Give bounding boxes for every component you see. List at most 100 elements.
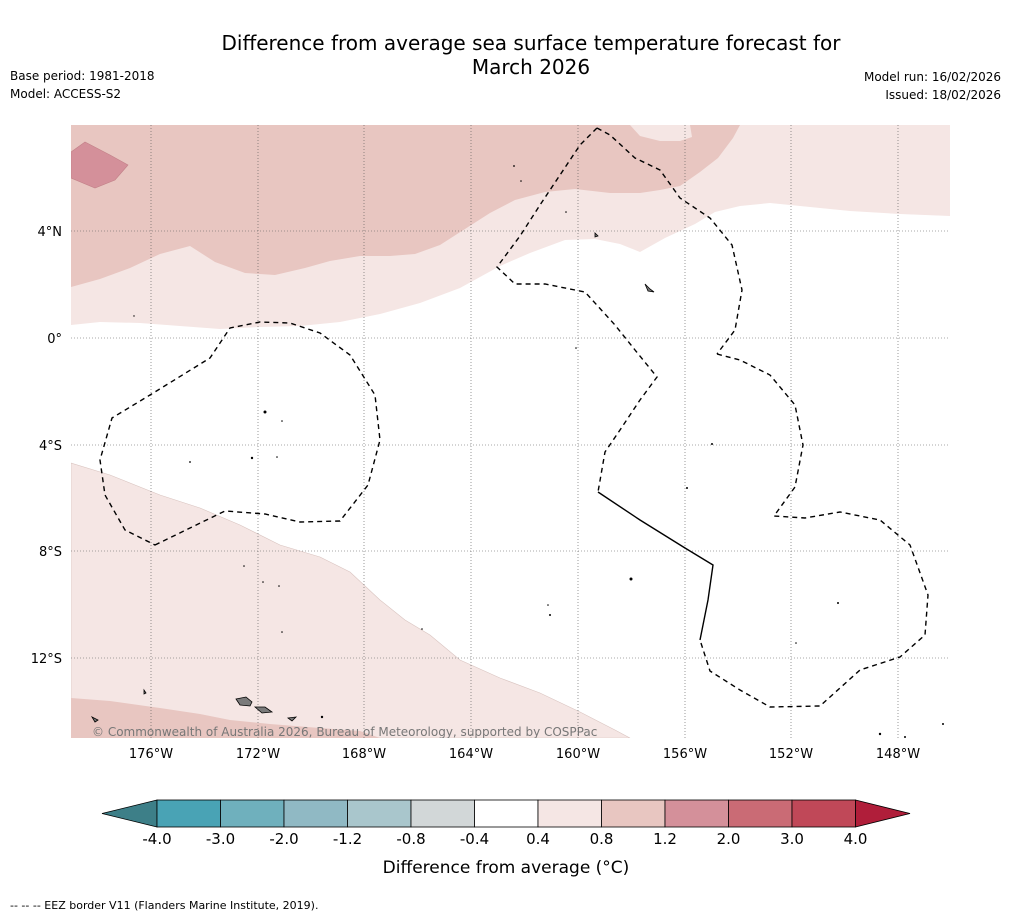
colorbar-extend-low bbox=[101, 799, 158, 828]
colorbar-swatch bbox=[728, 799, 793, 828]
colorbar-tick-label: -1.2 bbox=[333, 830, 362, 848]
colorbar-tick-label: 0.4 bbox=[526, 830, 550, 848]
lon-label: 148°W bbox=[876, 747, 920, 762]
lat-label: 0° bbox=[47, 332, 62, 347]
map-title: Difference from average sea surface temp… bbox=[0, 31, 1011, 79]
lon-label: 152°W bbox=[769, 747, 813, 762]
island-small-1 bbox=[286, 716, 298, 722]
island-atoll-1 bbox=[594, 232, 599, 238]
islet-17 bbox=[262, 581, 264, 583]
colorbar: -4.0 -3.0 -2.0 -1.2 -0.8 -0.4 0.4 0.8 1.2 2.0 3.0 4… bbox=[101, 799, 911, 878]
island-savaii bbox=[235, 696, 253, 707]
colorbar-swatch bbox=[537, 799, 602, 828]
anomaly-region-1-2-to-2-0 bbox=[71, 141, 129, 189]
colorbar-tick-label: 1.2 bbox=[653, 830, 677, 848]
colorbar-tick-label: -4.0 bbox=[142, 830, 171, 848]
islet-4 bbox=[276, 456, 278, 458]
lon-label: 160°W bbox=[556, 747, 600, 762]
islet-19 bbox=[281, 631, 283, 633]
eez-border-kiribati-line bbox=[496, 127, 658, 493]
colorbar-tick-label: 4.0 bbox=[844, 830, 868, 848]
lat-label: 4°S bbox=[39, 439, 62, 454]
lon-label: 168°W bbox=[342, 747, 386, 762]
islet-2 bbox=[281, 420, 283, 422]
colorbar-swatch bbox=[347, 799, 412, 828]
colorbar-tick-label: 0.8 bbox=[590, 830, 614, 848]
colorbar-extend-high bbox=[855, 799, 911, 828]
colorbar-swatch bbox=[156, 799, 221, 828]
colorbar-tick-label: -0.4 bbox=[460, 830, 489, 848]
anomaly-region-neutral-notch bbox=[630, 125, 692, 141]
islands bbox=[90, 232, 655, 723]
colorbar-swatch bbox=[220, 799, 285, 828]
islet-15 bbox=[421, 628, 423, 630]
islet-25 bbox=[942, 723, 944, 725]
islet-16 bbox=[243, 565, 245, 567]
islet-14 bbox=[549, 614, 551, 616]
islet-12 bbox=[629, 577, 633, 581]
islet-20 bbox=[320, 715, 324, 719]
lat-label: 8°S bbox=[39, 545, 62, 560]
islet-9 bbox=[575, 347, 577, 349]
anomaly-region-0-8-to-1-2-north bbox=[71, 125, 740, 287]
eez-border-solid-segment bbox=[597, 491, 714, 641]
islet-21 bbox=[837, 602, 839, 604]
lat-label: 4°N bbox=[38, 225, 63, 240]
colorbar-tick-label: 3.0 bbox=[780, 830, 804, 848]
colorbar-swatch bbox=[410, 799, 475, 828]
colorbar-swatch bbox=[664, 799, 729, 828]
islet-11 bbox=[686, 487, 688, 489]
eez-footnote: -- -- -- EEZ border V11 (Flanders Marine… bbox=[10, 899, 319, 912]
lon-label: 176°W bbox=[129, 747, 173, 762]
eez-borders bbox=[99, 127, 929, 708]
lon-label: 164°W bbox=[449, 747, 493, 762]
anomaly-region-0-4-to-0-8-south bbox=[71, 462, 631, 738]
map-gridlines bbox=[71, 125, 950, 738]
eez-border-kiribati-phoenix bbox=[99, 321, 381, 546]
longitude-labels: 176°W 172°W 168°W 164°W 160°W 156°W 152°… bbox=[129, 747, 920, 762]
islet-18 bbox=[278, 585, 280, 587]
island-atoll-2 bbox=[644, 283, 655, 293]
islet-5 bbox=[189, 461, 191, 463]
title-line-2: March 2026 bbox=[471, 55, 591, 79]
colorbar-labels: -4.0 -3.0 -2.0 -1.2 -0.8 -0.4 0.4 0.8 1.2 2.0 3.0 4… bbox=[142, 830, 867, 848]
colorbar-swatch bbox=[601, 799, 666, 828]
colorbar-tick-label: -2.0 bbox=[269, 830, 298, 848]
title-line-1: Difference from average sea surface temp… bbox=[221, 31, 841, 55]
islet-7 bbox=[520, 180, 522, 182]
islet-6 bbox=[513, 165, 515, 167]
island-small-3 bbox=[143, 688, 147, 695]
colorbar-swatch bbox=[474, 799, 539, 828]
islet-23 bbox=[878, 732, 882, 736]
model-name: Model: ACCESS-S2 bbox=[10, 87, 122, 101]
lat-label: 12°S bbox=[31, 652, 62, 667]
lon-label: 156°W bbox=[663, 747, 707, 762]
island-small-2 bbox=[90, 716, 99, 723]
colorbar-swatch bbox=[791, 799, 856, 828]
map-copyright: © Commonwealth of Australia 2026, Bureau… bbox=[92, 725, 597, 739]
colorbar-title: Difference from average (°C) bbox=[383, 858, 630, 878]
islets bbox=[133, 165, 944, 738]
meta-right: Model run: 16/02/2026 Issued: 18/02/2026 bbox=[864, 68, 1001, 104]
islet-13 bbox=[547, 604, 549, 606]
eez-border-polynesia bbox=[699, 353, 929, 708]
islet-24 bbox=[904, 736, 906, 738]
islet-10 bbox=[711, 443, 713, 445]
latitude-labels: 4°N 0° 4°S 8°S 12°S bbox=[31, 225, 62, 667]
colorbar-swatch bbox=[283, 799, 348, 828]
island-upolu bbox=[253, 706, 274, 714]
lon-label: 172°W bbox=[236, 747, 280, 762]
anomaly-region-0-8-to-1-2-south bbox=[71, 698, 380, 738]
colorbar-tick-label: -0.8 bbox=[396, 830, 425, 848]
base-period: Base period: 1981-2018 bbox=[10, 69, 155, 83]
colorbar-swatches bbox=[101, 799, 911, 828]
colorbar-tick-label: 2.0 bbox=[717, 830, 741, 848]
eez-border-line-north bbox=[596, 127, 743, 355]
meta-left: Base period: 1981-2018 Model: ACCESS-S2 bbox=[10, 67, 155, 103]
issued-date: Issued: 18/02/2026 bbox=[885, 88, 1001, 102]
islet-8 bbox=[565, 211, 567, 213]
model-run: Model run: 16/02/2026 bbox=[863, 70, 1001, 84]
islet-1 bbox=[263, 410, 267, 414]
islet-26 bbox=[133, 315, 135, 317]
